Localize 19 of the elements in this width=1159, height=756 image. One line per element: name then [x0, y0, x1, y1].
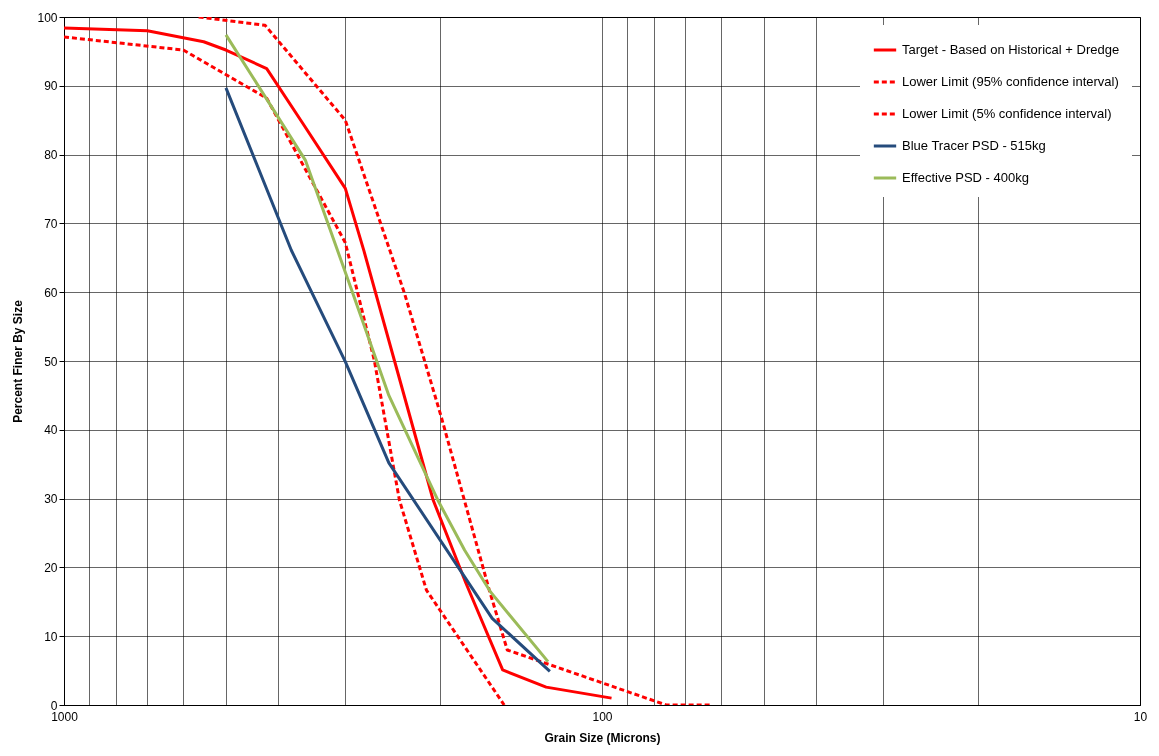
legend-label: Blue Tracer PSD - 515kg [902, 138, 1046, 153]
x-tick-label: 10 [1133, 709, 1148, 724]
y-tick-label: 20 [44, 560, 58, 575]
y-tick-label: 70 [44, 216, 58, 231]
x-axis-title: Grain Size (Microns) [544, 730, 661, 745]
y-tick-label: 30 [44, 492, 58, 507]
y-tick-label: 80 [44, 148, 58, 163]
legend-label: Target - Based on Historical + Dredge [902, 42, 1120, 57]
y-tick-label: 100 [37, 10, 58, 25]
legend-label: Effective PSD - 400kg [902, 170, 1029, 185]
legend-label: Lower Limit (5% confidence interval) [902, 106, 1112, 121]
y-tick-label: 90 [44, 79, 58, 94]
legend-label: Lower Limit (95% confidence interval) [902, 74, 1119, 89]
y-axis-title: Percent Finer By Size [11, 299, 26, 423]
y-tick-label: 10 [44, 629, 58, 644]
y-tick-label: 50 [44, 354, 58, 369]
y-tick-label: 40 [44, 423, 58, 438]
y-tick-label: 60 [44, 285, 58, 300]
x-tick-label: 100 [592, 709, 613, 724]
